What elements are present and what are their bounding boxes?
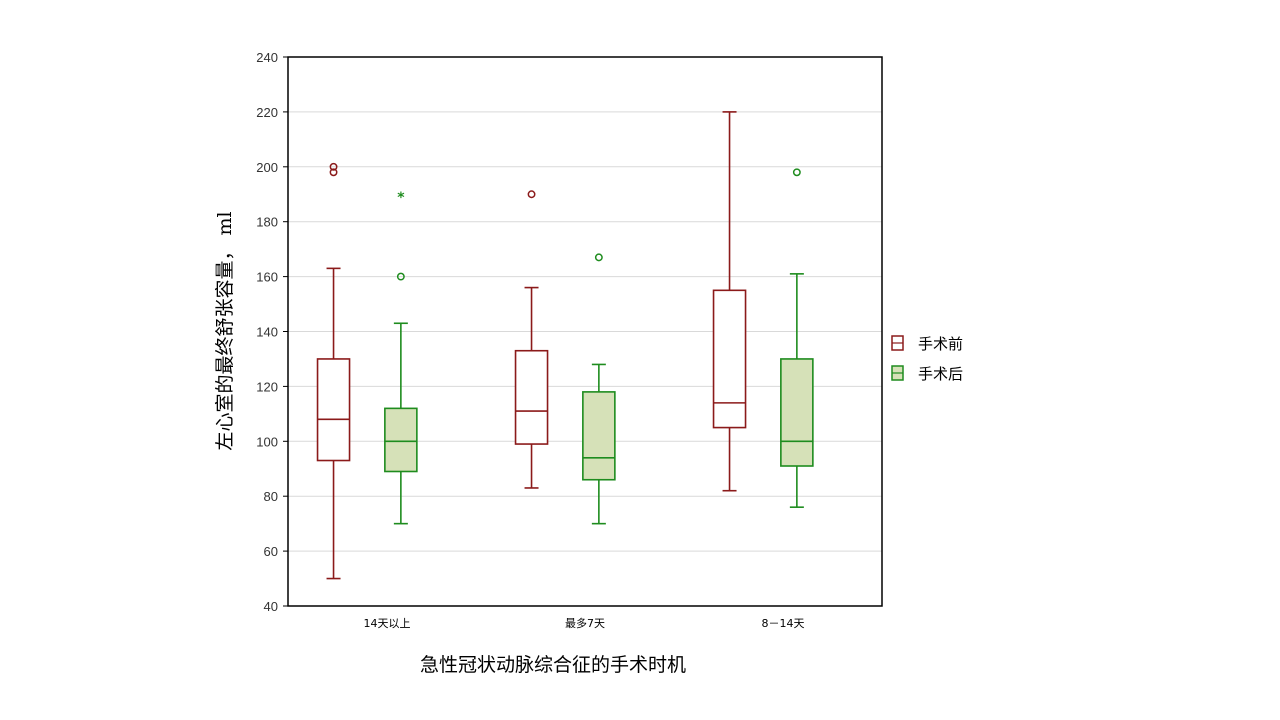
legend-label: 手术后 [918,365,963,383]
box-iqr [582,391,616,481]
box-post-3 [780,168,814,508]
y-tick-label: 120 [256,379,278,394]
box-pre-2 [514,190,549,489]
y-tick-label: 200 [256,160,278,175]
legend-label: 手术前 [918,335,963,353]
y-axis-title: 左心室的最终舒张容量， ml [214,211,236,450]
extreme-point: * [397,190,405,206]
y-tick-label: 140 [256,325,278,340]
outlier-point [396,272,405,281]
x-category-label: 14天以上 [364,617,411,630]
box-iqr [780,358,814,467]
y-tick-label: 160 [256,270,278,285]
plot-area: * [316,111,814,580]
y-tick-label: 40 [264,599,278,614]
box-pre-1 [316,162,351,580]
x-category-label: 最多7天 [565,616,605,630]
box-iqr [384,407,418,473]
grid-lines [288,111,882,552]
y-tick-label: 240 [256,50,278,65]
y-tick-label: 180 [256,215,278,230]
y-tick-label: 100 [256,434,278,449]
plot-frame [287,56,883,607]
box-iqr [316,358,351,462]
outlier-point [594,253,603,262]
box-post-2 [582,253,616,525]
box-pre-3 [712,111,747,492]
outlier-point [527,190,536,199]
box-iqr [514,349,549,445]
y-tick-label: 60 [264,544,278,559]
x-axis-categories: 14天以上 最多7天 8－14天 [364,616,805,630]
outlier-point [329,162,338,171]
box-post-1: * [384,190,418,525]
y-tick-label: 80 [264,489,278,504]
y-axis: 40 60 80 100 120 140 160 180 200 220 240 [256,50,288,614]
x-category-label: 8－14天 [762,617,805,630]
y-tick-label: 220 [256,105,278,120]
outlier-point [329,168,338,177]
box-iqr [712,289,747,429]
outlier-point [792,168,801,177]
x-axis-title: 急性冠状动脉综合征的手术时机 [420,654,686,676]
